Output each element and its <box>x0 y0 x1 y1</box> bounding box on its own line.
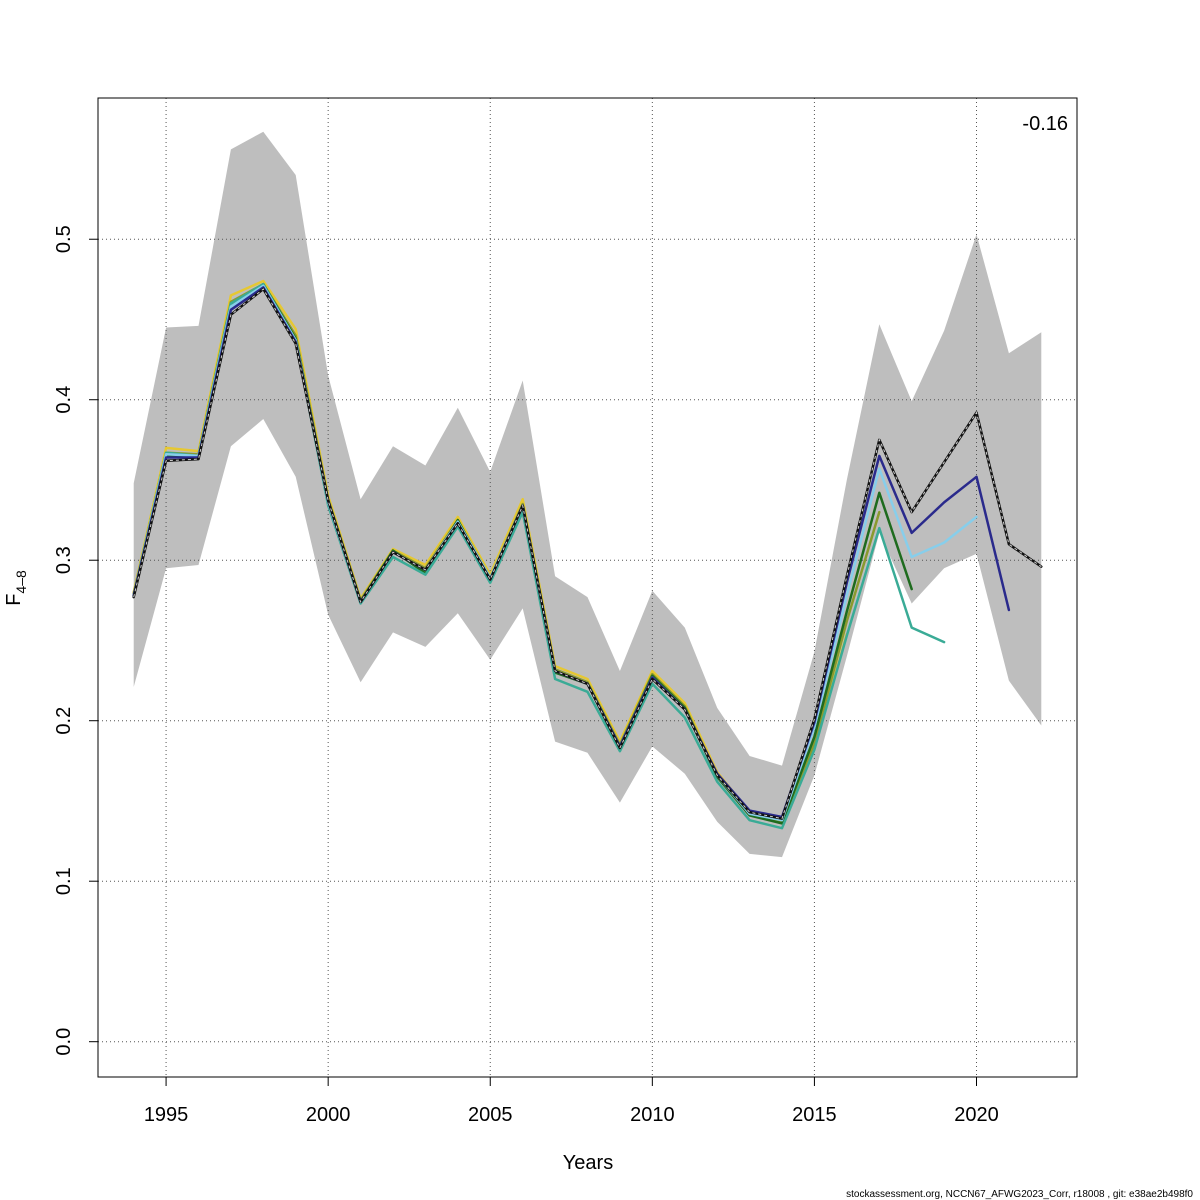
x-tick-label: 1995 <box>144 1104 189 1126</box>
confidence-band <box>133 131 1042 858</box>
x-tick-label: 2010 <box>630 1104 675 1126</box>
y-tick-label: 0.2 <box>53 707 75 735</box>
x-tick-label: 2000 <box>306 1104 351 1126</box>
confidence-band-layer <box>133 131 1042 858</box>
y-axis-title-subscript: 4–8 <box>13 570 29 594</box>
series-lines <box>132 279 1043 830</box>
y-tick-label: 0.0 <box>53 1028 75 1056</box>
y-axis: 0.0 0.1 0.2 0.3 0.4 0.5 <box>53 225 98 1056</box>
series-line-dash-overlay <box>133 288 1042 820</box>
x-tick-label: 2005 <box>468 1104 513 1126</box>
y-axis-title: F4–8 <box>3 570 29 606</box>
x-tick-label: 2020 <box>954 1104 999 1126</box>
x-axis: 1995 2000 2005 2010 2015 2020 <box>144 1077 999 1126</box>
y-tick-label: 0.5 <box>53 225 75 253</box>
y-axis-title-main: F <box>3 594 25 606</box>
footer-note: stockassessment.org, NCCN67_AFWG2023_Cor… <box>846 1189 1193 1200</box>
plot-frame <box>97 97 1078 1078</box>
corner-annotation: -0.16 <box>1022 113 1068 135</box>
y-tick-label: 0.4 <box>53 386 75 414</box>
y-tick-label: 0.1 <box>53 867 75 895</box>
y-tick-label: 0.3 <box>53 546 75 574</box>
x-axis-title: Years <box>563 1152 613 1174</box>
x-tick-label: 2015 <box>792 1104 837 1126</box>
